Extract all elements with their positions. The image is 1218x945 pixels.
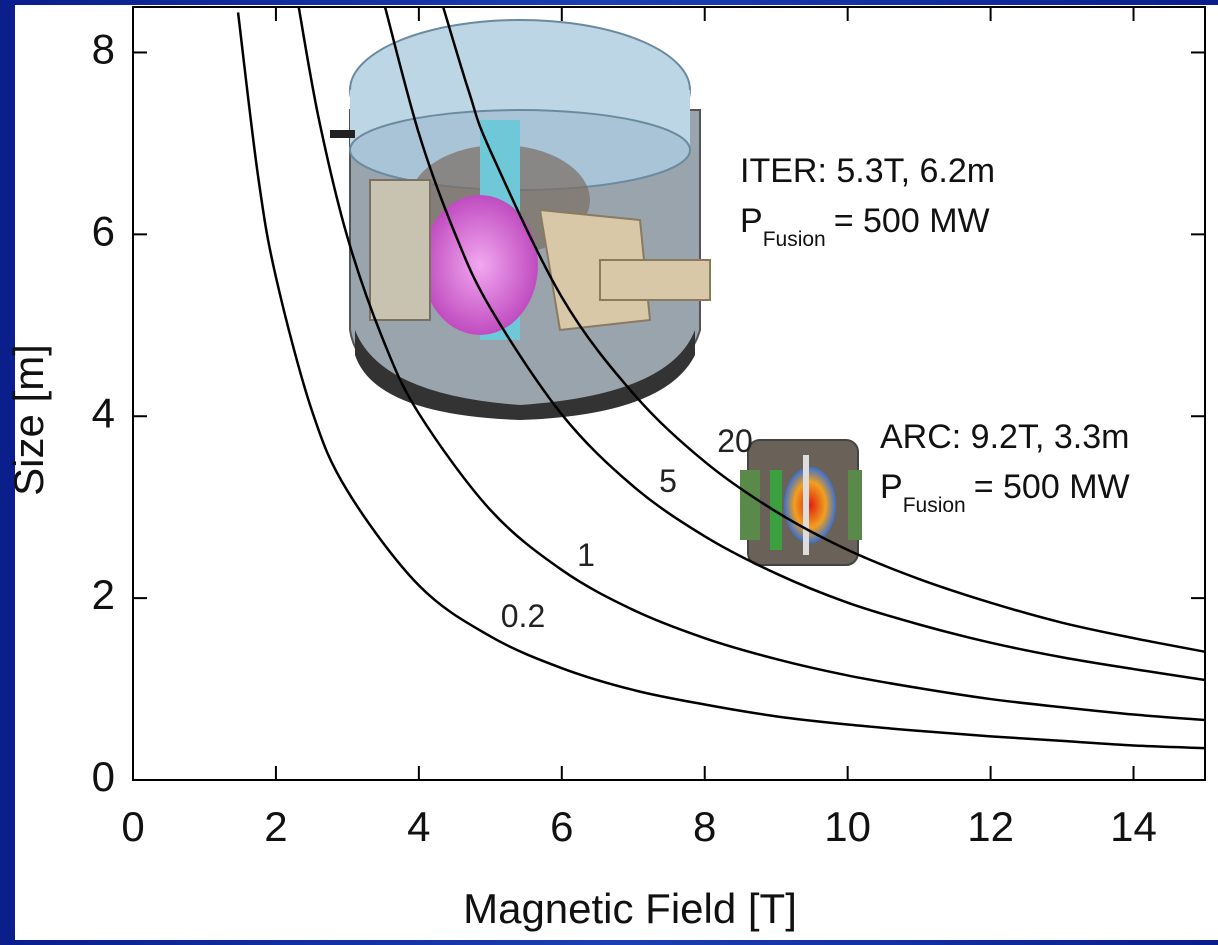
y-tick-label: 6: [92, 207, 115, 254]
annotation-subscript: Fusion: [903, 494, 966, 517]
annotation-subscript: Fusion: [763, 228, 826, 251]
x-axis-label: Magnetic Field [T]: [463, 885, 797, 932]
x-tick-label: 2: [264, 803, 287, 850]
x-tick-label: 14: [1110, 803, 1157, 850]
y-tick-label: 2: [92, 571, 115, 618]
curve-label: 1: [577, 537, 595, 573]
annotation-title: ARC: 9.2T, 3.3m: [880, 418, 1129, 456]
x-tick-label: 4: [407, 803, 430, 850]
annotation-text: = 500 MW: [834, 202, 990, 240]
x-tick-label: 0: [121, 803, 144, 850]
page: Magnetic Field [T] Size [m] ITER: 5.3T, …: [0, 0, 1218, 945]
annotation-symbol: P: [740, 202, 763, 240]
annotation-symbol: P: [880, 468, 903, 506]
y-axis-label: Size [m]: [5, 344, 52, 496]
y-tick-label: 4: [92, 389, 115, 436]
annotation-title: ITER: 5.3T, 6.2m: [740, 152, 995, 190]
curve-label: 0.2: [501, 598, 545, 634]
chart: Magnetic Field [T] Size [m] ITER: 5.3T, …: [0, 0, 1218, 945]
iter-illustration: [330, 20, 710, 420]
x-tick-label: 8: [693, 803, 716, 850]
curve-label: 20: [717, 423, 753, 459]
arc-illustration: [740, 440, 862, 565]
x-tick-label: 12: [967, 803, 1014, 850]
annotation-text: = 500 MW: [974, 468, 1130, 506]
y-tick-label: 8: [92, 26, 115, 73]
curve-label: 5: [659, 463, 677, 499]
x-tick-label: 10: [824, 803, 871, 850]
x-tick-label: 6: [550, 803, 573, 850]
y-tick-label: 0: [92, 753, 115, 800]
